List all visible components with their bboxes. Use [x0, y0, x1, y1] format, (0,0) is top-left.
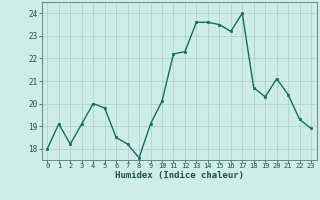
X-axis label: Humidex (Indice chaleur): Humidex (Indice chaleur) — [115, 171, 244, 180]
